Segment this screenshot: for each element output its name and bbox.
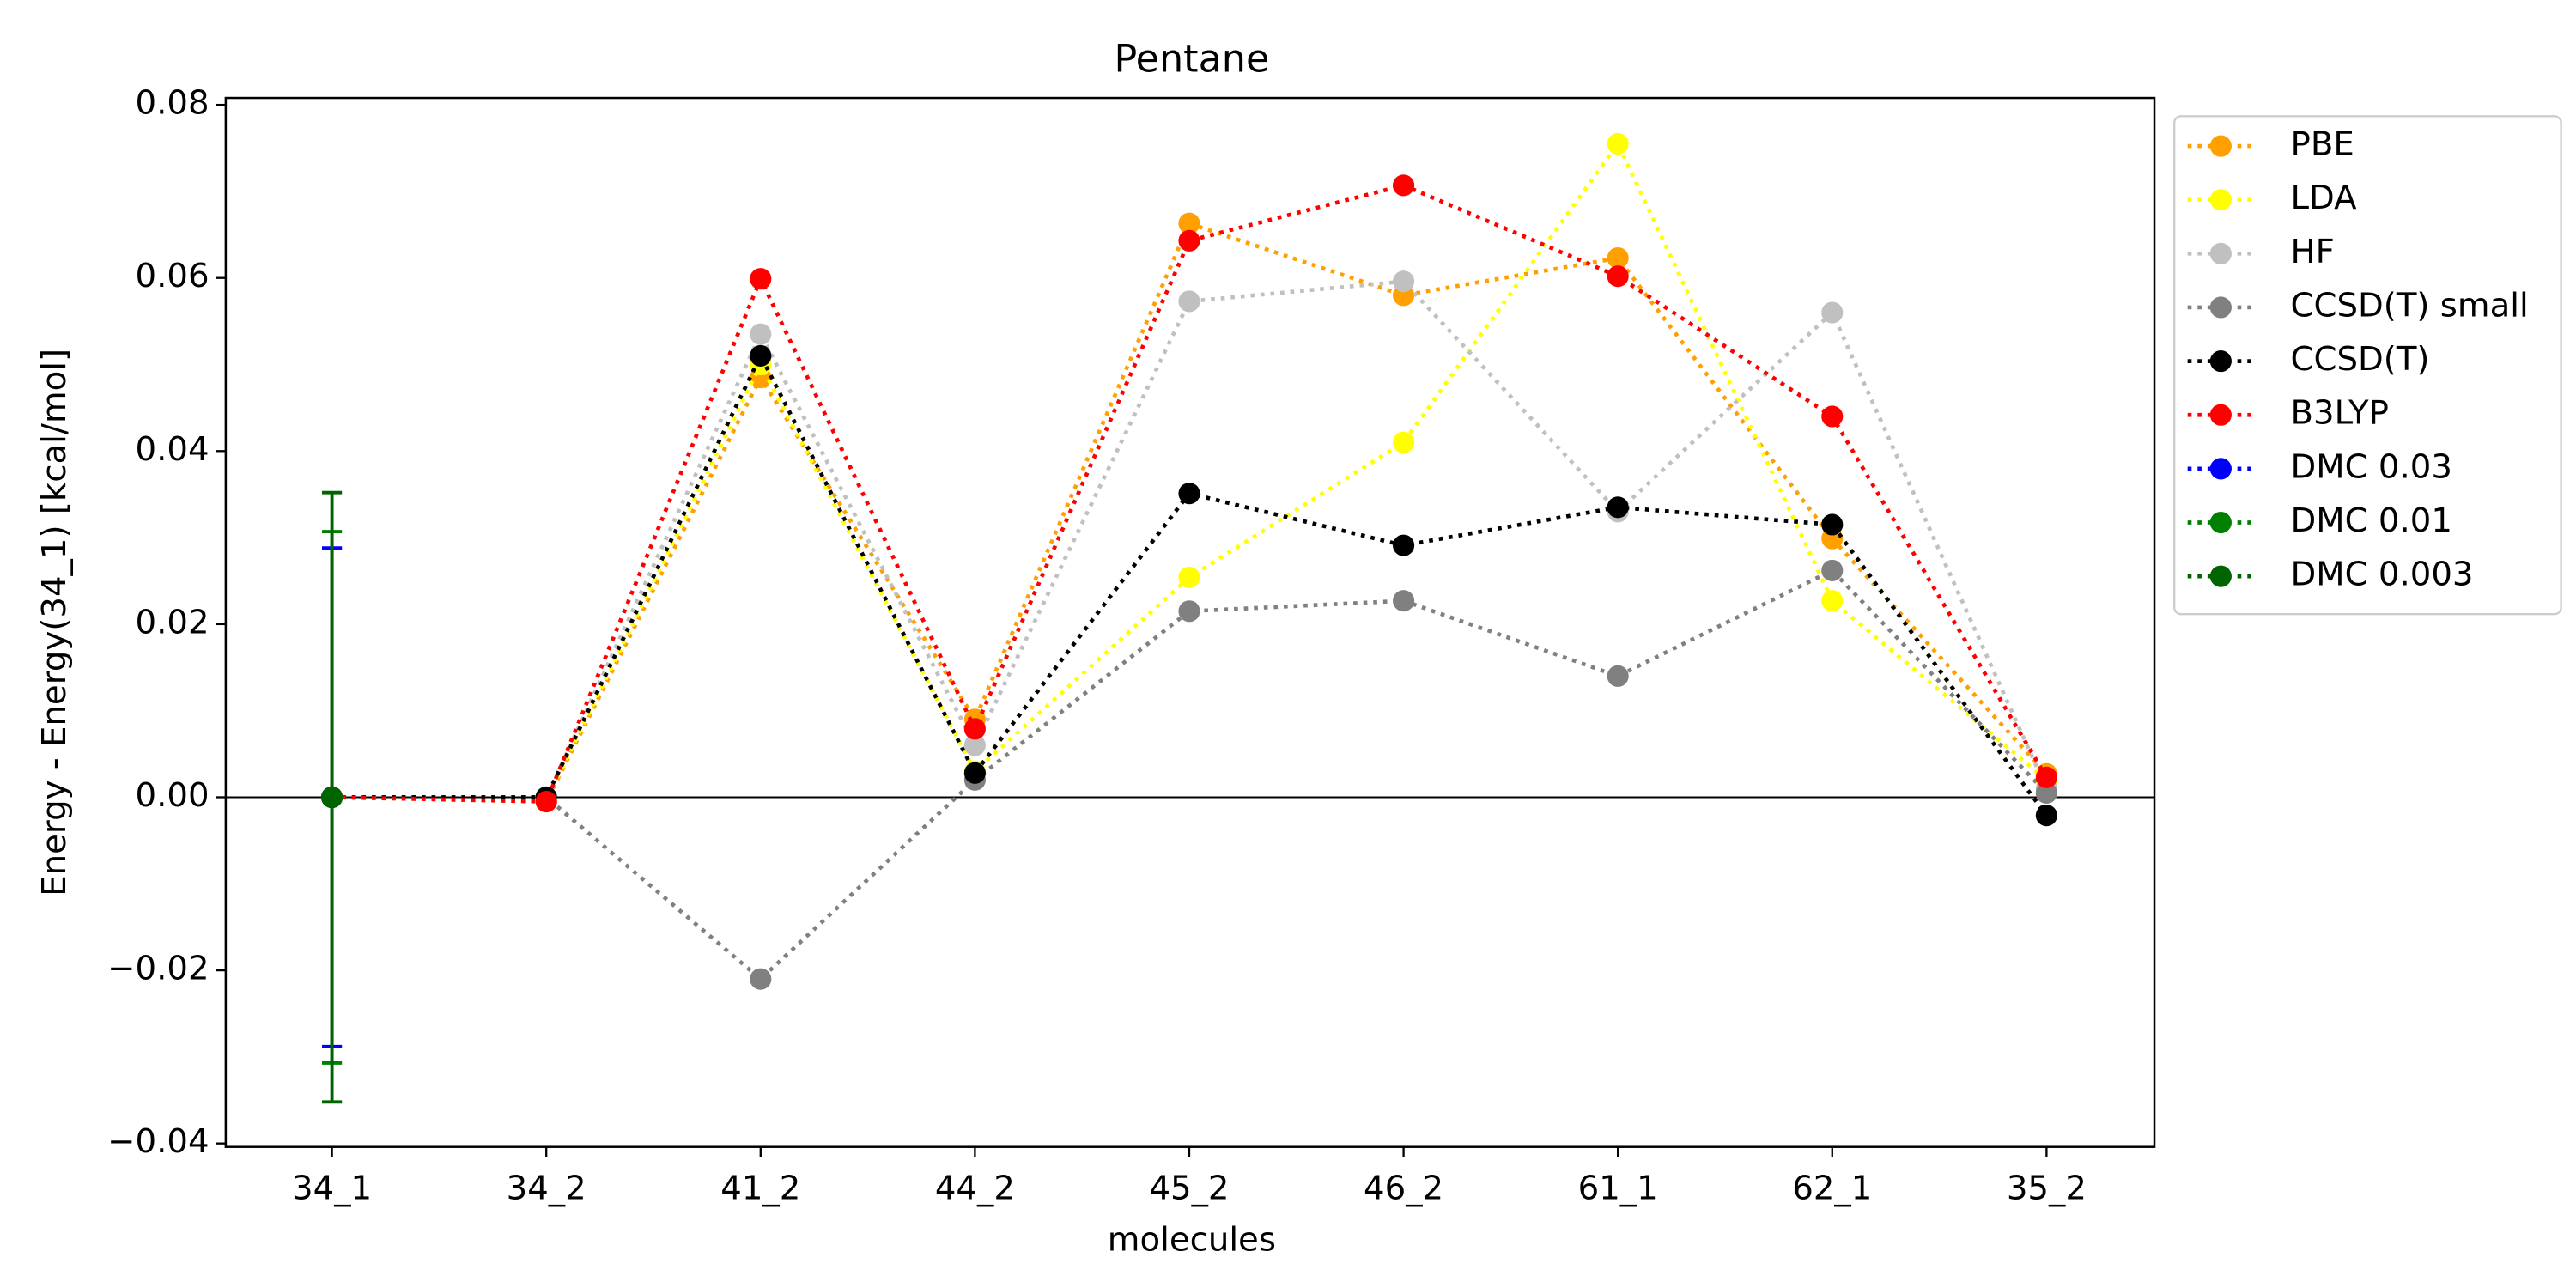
y-tick-label: 0.04	[136, 430, 210, 469]
data-point	[1821, 513, 1844, 536]
chart-title: Pentane	[1114, 38, 1269, 82]
data-point	[750, 344, 772, 367]
y-tick-label: 0.00	[136, 776, 210, 815]
legend-label: HF	[2291, 233, 2335, 271]
data-point	[1393, 590, 1415, 612]
y-tick-label: 0.02	[136, 603, 210, 641]
x-tick-label: 46_2	[1364, 1169, 1443, 1207]
legend-marker	[2209, 350, 2232, 373]
data-point	[1178, 290, 1200, 313]
data-point	[1393, 174, 1415, 197]
data-point	[2035, 766, 2057, 788]
data-point	[1393, 270, 1415, 293]
y-tick-label: −0.02	[107, 950, 209, 988]
legend-label: DMC 0.01	[2291, 501, 2452, 540]
data-point	[1821, 301, 1844, 324]
data-point	[750, 323, 772, 345]
data-point	[1393, 534, 1415, 556]
data-point	[1821, 405, 1844, 428]
legend-marker	[2209, 189, 2232, 211]
data-point	[1821, 559, 1844, 581]
data-point	[1607, 132, 1629, 155]
y-tick-label: 0.08	[136, 84, 210, 123]
legend-label: LDA	[2291, 179, 2358, 217]
data-point	[1821, 590, 1844, 612]
x-axis-label: molecules	[1108, 1220, 1276, 1259]
data-point	[1178, 600, 1200, 623]
x-tick-label: 35_2	[2007, 1169, 2087, 1207]
legend-marker	[2209, 135, 2232, 157]
x-tick-label: 41_2	[720, 1169, 800, 1207]
data-point	[1178, 566, 1200, 589]
legend-label: CCSD(T)	[2291, 340, 2430, 379]
legend-label: CCSD(T) small	[2291, 286, 2529, 325]
legend-label: B3LYP	[2291, 394, 2389, 433]
data-point	[1178, 212, 1200, 234]
x-tick-label: 44_2	[935, 1169, 1015, 1207]
data-point	[1607, 496, 1629, 519]
data-point	[963, 718, 986, 740]
data-point	[750, 268, 772, 290]
x-tick-label: 61_1	[1578, 1169, 1658, 1207]
plot-frame	[224, 96, 2156, 1148]
data-point	[1178, 229, 1200, 252]
data-point	[750, 968, 772, 990]
data-point	[2035, 781, 2057, 805]
x-tick-label: 34_2	[507, 1169, 586, 1207]
data-point	[1607, 665, 1629, 687]
data-point	[1607, 265, 1629, 288]
data-point	[1607, 246, 1629, 270]
x-tick-label: 45_2	[1149, 1169, 1229, 1207]
y-tick-label: −0.04	[107, 1122, 209, 1161]
x-tick-label: 34_1	[292, 1169, 372, 1207]
legend-label: PBE	[2291, 125, 2354, 164]
legend-marker	[2209, 404, 2232, 426]
data-point	[535, 790, 557, 813]
x-tick-label: 62_1	[1792, 1169, 1872, 1207]
legend-label: DMC 0.03	[2291, 447, 2452, 486]
legend-marker	[2209, 458, 2232, 480]
data-point	[1393, 431, 1415, 453]
legend-marker	[2209, 296, 2232, 319]
y-axis-label: Energy - Energy(34_1) [kcal/mol]	[35, 349, 74, 896]
legend-marker	[2209, 565, 2232, 587]
data-point	[963, 734, 986, 756]
data-point	[963, 762, 986, 784]
legend-marker	[2209, 242, 2232, 264]
data-point	[1178, 483, 1200, 505]
y-tick-label: 0.06	[136, 257, 210, 295]
data-point	[321, 786, 343, 809]
legend-label: DMC 0.003	[2291, 556, 2474, 594]
data-point	[2035, 805, 2057, 827]
legend-marker	[2209, 511, 2232, 534]
legend-box	[2173, 115, 2562, 616]
